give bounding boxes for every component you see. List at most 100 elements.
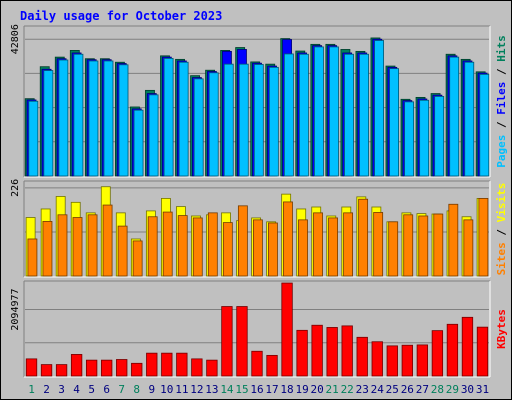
bar-kbytes-day-26 [401,344,413,377]
bar-pages-day-6 [103,60,114,177]
bar-kbytes-day-30 [461,316,474,377]
axis-label-separator: / [495,222,508,242]
bar-pages-day-29 [449,56,460,177]
bar-kbytes-day-19 [296,329,308,377]
bar-kbytes-day-1 [25,358,38,377]
x-tick-label-day-7: 7 [118,383,125,396]
axis-label-sites: Sites [495,242,508,275]
bar-sites-day-12 [192,217,203,277]
bar-sites-day-27 [418,215,429,277]
bar-sites-day-22 [343,212,354,277]
bar-kbytes-day-25 [386,345,398,377]
bar-sites-day-30 [463,219,474,277]
bar-pages-day-9 [148,94,159,177]
bar-pages-day-4 [73,53,84,177]
bar-sites-day-21 [328,217,338,277]
bar-pages-day-10 [163,58,174,177]
x-tick-label-day-21: 21 [326,383,339,396]
bar-pages-day-25 [389,68,399,177]
axis-label-visits: Visits [495,183,508,223]
axis-label-files: Files [495,82,508,115]
bar-sites-day-2 [42,221,53,277]
bar-sites-day-24 [373,212,384,277]
bar-kbytes-day-27 [416,344,429,377]
x-tick-label-day-25: 25 [386,383,399,396]
bar-sites-day-16 [252,219,263,277]
bar-kbytes-day-6 [101,359,113,377]
bar-sites-day-19 [298,219,308,277]
x-tick-label-day-6: 6 [103,383,110,396]
axis-label-pages: Pages [495,135,508,168]
x-tick-label-day-14: 14 [220,383,234,396]
axis-label: Pages / Files / Hits [495,35,508,168]
bar-kbytes-day-7 [116,359,128,377]
chart-title: Daily usage for October 2023 [20,9,222,23]
x-tick-label-day-23: 23 [356,383,369,396]
axis-label: Sites / Visits [495,183,508,276]
x-tick-label-day-22: 22 [341,383,354,396]
y-max-label: 42806 [10,24,21,54]
x-tick-label-day-5: 5 [88,383,95,396]
x-tick-label-day-16: 16 [250,383,263,396]
bar-kbytes-day-29 [446,323,459,377]
bar-sites-day-7 [117,225,128,277]
bar-kbytes-day-23 [356,336,368,377]
bar-kbytes-day-20 [311,324,323,377]
x-tick-label-day-31: 31 [476,383,489,396]
bar-pages-day-19 [298,53,309,177]
bar-sites-day-10 [162,211,173,277]
bar-pages-day-22 [344,53,354,177]
bar-pages-day-11 [178,61,189,177]
x-tick-label-day-13: 13 [205,383,218,396]
axis-label-hits: Hits [495,35,508,62]
x-tick-label-day-1: 1 [28,383,35,396]
x-tick-label-day-15: 15 [235,383,248,396]
bar-pages-day-7 [118,64,129,177]
x-tick-label-day-27: 27 [416,383,429,396]
bar-sites-day-8 [132,240,143,277]
bar-sites-day-4 [72,217,83,277]
panel-bottom: 2094977 KBytes [10,280,508,378]
bar-sites-day-17 [268,222,278,277]
x-tick-label-day-19: 19 [295,383,308,396]
bar-sites-day-20 [313,212,323,277]
bar-pages-day-27 [419,99,430,177]
bar-pages-day-31 [479,73,490,177]
bar-pages-day-3 [58,59,69,177]
bar-sites-day-5 [87,214,98,277]
bar-sites-day-18 [283,201,293,277]
panel-middle: 226 Sites / Visits [10,179,508,278]
bar-sites-day-15 [237,205,248,277]
bar-pages-day-26 [404,101,415,177]
axis-label-kbytes: KBytes [495,309,508,349]
bar-sites-day-6 [102,204,113,277]
bar-sites-day-1 [27,238,38,277]
bar-kbytes-day-12 [191,358,203,377]
bar-kbytes-day-3 [55,364,68,377]
bar-pages-day-28 [434,96,445,177]
bar-kbytes-day-17 [266,354,278,377]
x-axis-labels: 1 2 3 4 5 6 7 8 9 10 11 12 13 14 15 16 17 18 19 20 21 22 23 24 2… [28,383,489,396]
x-tick-label-day-28: 28 [431,383,444,396]
x-tick-label-day-12: 12 [190,383,203,396]
bar-pages-day-13 [208,72,219,177]
bar-pages-day-16 [253,64,264,177]
bar-sites-day-14 [222,222,233,277]
x-tick-label-day-24: 24 [371,383,385,396]
bar-pages-day-5 [88,60,99,177]
bar-kbytes-day-24 [371,341,383,377]
x-tick-label-day-20: 20 [311,383,324,396]
bar-kbytes-day-10 [161,352,173,377]
panel-top: 42806 Pages / Files / Hits [10,24,508,178]
bar-sites-day-23 [358,198,369,277]
x-tick-label-day-26: 26 [401,383,414,396]
axis-label: KBytes [495,309,508,349]
bar-kbytes-day-21 [326,327,338,377]
bar-pages-day-1 [28,100,39,177]
bar-kbytes-day-9 [146,352,158,377]
bar-kbytes-day-16 [251,350,263,377]
bar-pages-day-15 [238,63,249,177]
